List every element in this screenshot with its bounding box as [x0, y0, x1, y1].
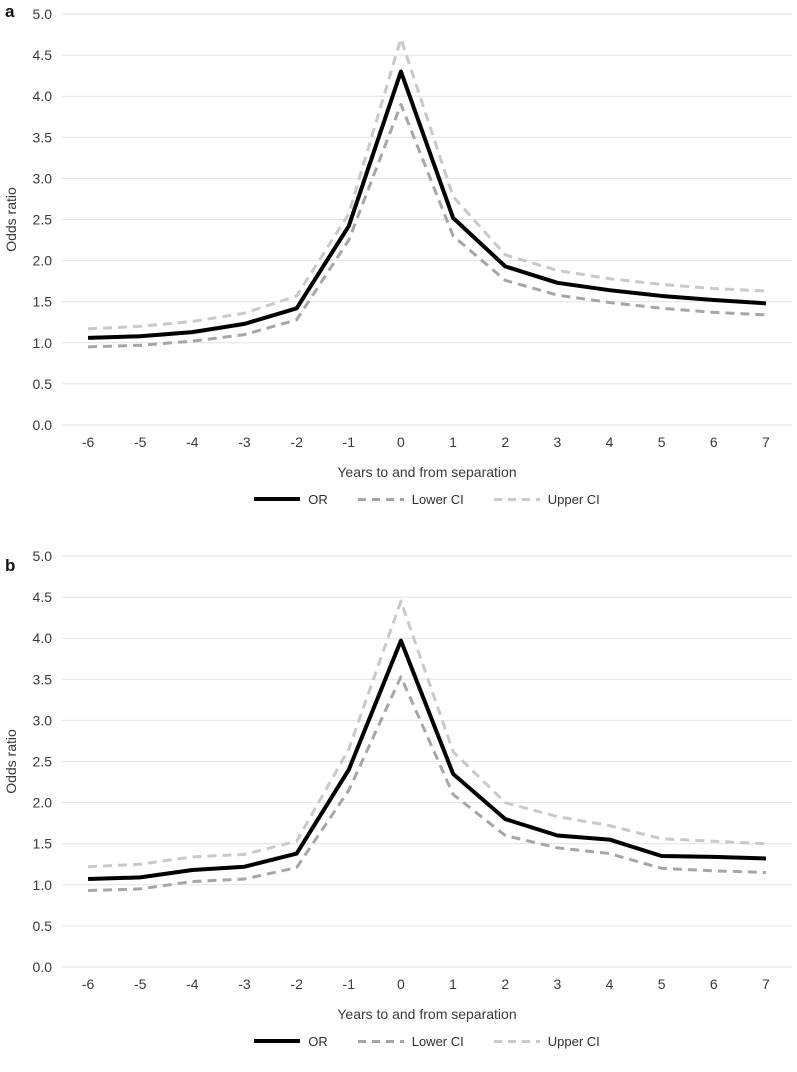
panel-a-label: a: [5, 2, 15, 21]
x-tick-label: -1: [343, 976, 356, 992]
x-axis-title: Years to and from separation: [337, 464, 517, 480]
series-line-or: [88, 69, 767, 340]
x-tick-label: 5: [658, 976, 666, 992]
x-tick-label: -3: [238, 434, 251, 450]
y-tick-label: 0.0: [33, 417, 53, 433]
lower-ci-line-swatch: [357, 497, 404, 501]
x-tick-label: -6: [82, 976, 95, 992]
y-tick-label: 3.5: [33, 129, 53, 145]
y-tick-label: 4.0: [33, 88, 53, 104]
or-line-swatch: [254, 497, 301, 501]
x-tick-label: 0: [397, 434, 405, 450]
x-tick-label: 2: [501, 976, 509, 992]
series-line-upper-ci: [88, 599, 766, 869]
x-tick-label: 3: [553, 976, 561, 992]
x-tick-label: -5: [134, 434, 147, 450]
y-tick-label: 3.0: [33, 170, 53, 186]
x-tick-label: 5: [658, 434, 666, 450]
chart-a-plot: 0.0 0.5 1.0 1.5 2.0 2.5 3.0 3.5 4.0 4.5 5.0 -6 -5 -4 -…: [3, 6, 792, 450]
legend-item-upper-ci: Upper CI: [493, 491, 600, 507]
x-tick-label: 0: [397, 976, 405, 992]
legend-label-lower-ci: Lower CI: [411, 1033, 464, 1049]
y-tick-label: 1.5: [33, 836, 53, 852]
panel-b-label: b: [5, 556, 16, 575]
legend-item-lower-ci: Lower CI: [357, 1033, 464, 1049]
y-tick-label: 0.5: [33, 918, 53, 934]
y-tick-label: 2.5: [33, 212, 53, 228]
x-tick-label: -2: [290, 976, 303, 992]
y-tick-label: 5.0: [33, 548, 53, 564]
y-tick-label: 1.5: [33, 294, 53, 310]
y-axis-title: Odds ratio: [3, 729, 19, 794]
x-tick-label: 6: [710, 976, 718, 992]
series-line-lower-ci: [88, 102, 766, 349]
panel-b: b 0.0 0.5 1.0 1.5 2.0 2.5 3.0 3.5 4.0 4.5 5.0 -6 -5 -…: [0, 542, 797, 1072]
y-tick-label: 1.0: [33, 877, 53, 893]
y-tick-label: 2.5: [33, 754, 53, 770]
y-tick-label: 5.0: [33, 6, 53, 22]
legend-b: OR Lower CI Upper CI: [62, 1030, 792, 1052]
x-tick-label: 4: [606, 434, 614, 450]
x-tick-label: 1: [449, 434, 457, 450]
legend-a: OR Lower CI Upper CI: [62, 488, 792, 510]
x-tick-label: -6: [82, 434, 95, 450]
x-tick-label: 7: [762, 976, 770, 992]
legend-label-upper-ci: Upper CI: [547, 491, 600, 507]
x-tick-label: -3: [238, 976, 251, 992]
legend-item-or: OR: [254, 492, 328, 507]
legend-item-or: OR: [254, 1034, 328, 1049]
x-tick-label: -1: [343, 434, 356, 450]
x-tick-label: -2: [290, 434, 303, 450]
y-tick-label: 4.0: [33, 630, 53, 646]
panel-a: a 0.0 0.5 1.0 1.5 2.0 2.5 3.0 3.5 4.0 4.5 5.0 -6 -5 -…: [0, 0, 797, 530]
x-tick-label: 2: [501, 434, 509, 450]
legend-item-upper-ci: Upper CI: [493, 1033, 600, 1049]
x-tick-label: -4: [186, 434, 199, 450]
or-line-swatch: [254, 1039, 301, 1043]
legend-label-upper-ci: Upper CI: [547, 1033, 600, 1049]
series-line-or: [88, 638, 766, 882]
y-axis-title: Odds ratio: [3, 187, 19, 252]
x-tick-label: -4: [186, 976, 199, 992]
x-tick-label: 7: [762, 434, 770, 450]
x-tick-label: 6: [710, 434, 718, 450]
y-tick-label: 3.5: [33, 671, 53, 687]
lower-ci-line-swatch: [357, 1039, 404, 1043]
upper-ci-line-swatch: [493, 1039, 540, 1043]
x-tick-label: 4: [606, 976, 614, 992]
y-tick-label: 4.5: [33, 47, 53, 63]
y-tick-label: 1.0: [33, 335, 53, 351]
y-tick-label: 2.0: [33, 253, 53, 269]
x-tick-label: 1: [449, 976, 457, 992]
legend-label-or: OR: [308, 1033, 328, 1049]
series-line-lower-ci: [88, 675, 766, 893]
y-tick-label: 2.0: [33, 795, 53, 811]
chart-b-plot: 0.0 0.5 1.0 1.5 2.0 2.5 3.0 3.5 4.0 4.5 5.0 -6 -5 -4 -…: [3, 548, 792, 992]
x-tick-label: -5: [134, 976, 147, 992]
series-line-upper-ci: [88, 37, 766, 331]
y-tick-label: 0.0: [33, 959, 53, 975]
legend-label-lower-ci: Lower CI: [411, 491, 464, 507]
legend-label-or: OR: [308, 491, 328, 507]
y-tick-label: 3.0: [33, 712, 53, 728]
upper-ci-line-swatch: [493, 497, 540, 501]
legend-item-lower-ci: Lower CI: [357, 491, 464, 507]
x-axis-title: Years to and from separation: [337, 1006, 517, 1022]
y-tick-label: 0.5: [33, 376, 53, 392]
y-tick-label: 4.5: [33, 589, 53, 605]
x-tick-label: 3: [553, 434, 561, 450]
